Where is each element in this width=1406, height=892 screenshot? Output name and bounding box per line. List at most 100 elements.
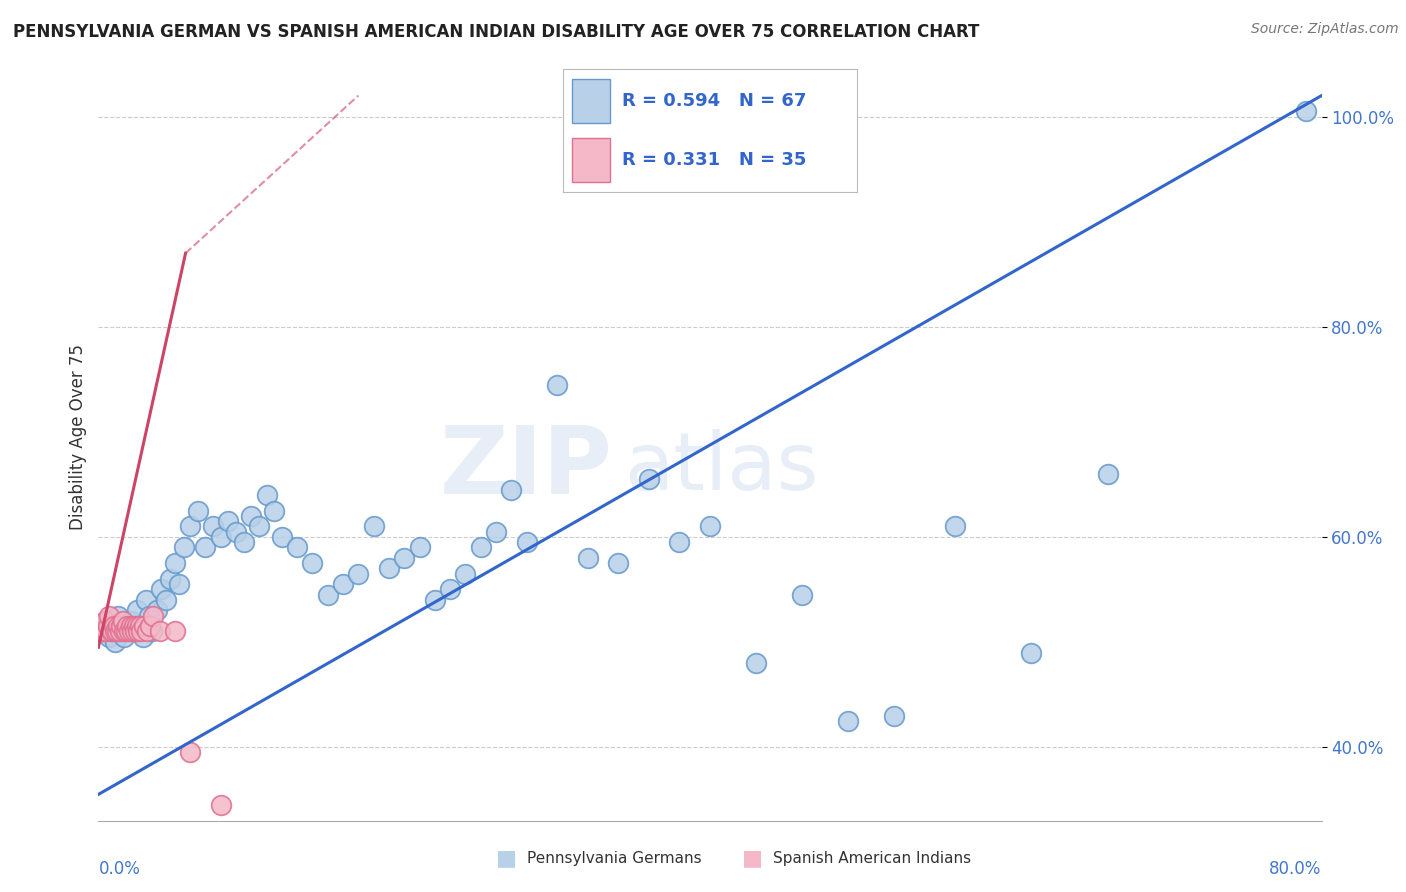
Point [202, 519, 225, 533]
Point [120, 619, 142, 633]
Text: 80.0%: 80.0% [1270, 860, 1322, 878]
Point [173, 541, 195, 555]
Point [332, 577, 354, 591]
Point [128, 619, 150, 633]
Point [124, 624, 146, 639]
Point [470, 541, 492, 555]
Point [943, 519, 966, 533]
Point [135, 593, 157, 607]
Point [209, 797, 232, 812]
Point [117, 619, 139, 633]
Point [122, 624, 145, 639]
Point [104, 624, 127, 639]
Point [378, 561, 401, 575]
Point [454, 566, 477, 581]
Point [132, 630, 155, 644]
Point [121, 624, 143, 639]
Point [91, 624, 114, 639]
Point [607, 556, 630, 570]
Point [576, 550, 599, 565]
Point [1097, 467, 1119, 481]
Point [546, 377, 568, 392]
Point [103, 619, 125, 633]
Point [112, 630, 135, 644]
Point [100, 624, 122, 639]
Point [285, 541, 308, 555]
Point [883, 708, 905, 723]
Point [247, 519, 270, 533]
Point [155, 593, 177, 607]
Point [117, 619, 139, 633]
Point [225, 524, 247, 539]
Point [94, 614, 117, 628]
Point [104, 635, 127, 649]
Point [194, 541, 217, 555]
Point [316, 588, 339, 602]
Point [439, 582, 461, 597]
Point [217, 514, 239, 528]
Point [1295, 104, 1317, 119]
Point [347, 566, 370, 581]
Point [232, 535, 254, 549]
Point [93, 614, 115, 628]
Point [485, 524, 508, 539]
Point [169, 577, 191, 591]
Point [1019, 646, 1042, 660]
Point [101, 624, 124, 639]
Point [256, 488, 278, 502]
Point [668, 535, 690, 549]
Point [125, 619, 148, 633]
Text: PENNSYLVANIA GERMAN VS SPANISH AMERICAN INDIAN DISABILITY AGE OVER 75 CORRELATIO: PENNSYLVANIA GERMAN VS SPANISH AMERICAN … [13, 23, 979, 41]
Point [110, 624, 132, 639]
Point [149, 624, 172, 639]
Text: Spanish American Indians: Spanish American Indians [773, 851, 972, 865]
Text: Source: ZipAtlas.com: Source: ZipAtlas.com [1251, 22, 1399, 37]
Text: ■: ■ [496, 848, 516, 868]
Point [127, 624, 149, 639]
Point [97, 619, 120, 633]
Point [101, 619, 124, 633]
Point [91, 624, 114, 639]
Point [179, 745, 201, 759]
Point [141, 624, 163, 639]
Point [209, 530, 232, 544]
Y-axis label: Disability Age Over 75: Disability Age Over 75 [69, 344, 87, 530]
Point [179, 519, 201, 533]
Point [145, 603, 167, 617]
Point [110, 619, 132, 633]
Point [129, 624, 152, 639]
Point [120, 614, 142, 628]
Point [423, 593, 446, 607]
Point [163, 624, 186, 639]
Point [790, 588, 813, 602]
Point [122, 619, 145, 633]
Point [270, 530, 292, 544]
Point [837, 714, 859, 728]
Point [125, 603, 148, 617]
Point [118, 624, 141, 639]
Point [501, 483, 523, 497]
Point [240, 508, 263, 523]
Point [105, 624, 128, 639]
Text: 0.0%: 0.0% [98, 860, 141, 878]
Point [163, 556, 186, 570]
Point [138, 608, 160, 623]
Text: Pennsylvania Germans: Pennsylvania Germans [527, 851, 702, 865]
Point [637, 472, 661, 486]
Point [111, 614, 134, 628]
Point [408, 541, 430, 555]
Point [363, 519, 385, 533]
Point [94, 624, 117, 639]
Point [392, 550, 416, 565]
Point [263, 503, 285, 517]
Point [699, 519, 721, 533]
Point [107, 608, 129, 623]
Point [159, 572, 181, 586]
Point [112, 624, 135, 639]
Point [128, 619, 150, 633]
Point [139, 619, 162, 633]
Point [115, 624, 138, 639]
Text: ZIP: ZIP [439, 422, 612, 514]
Point [516, 535, 538, 549]
Text: ■: ■ [742, 848, 762, 868]
